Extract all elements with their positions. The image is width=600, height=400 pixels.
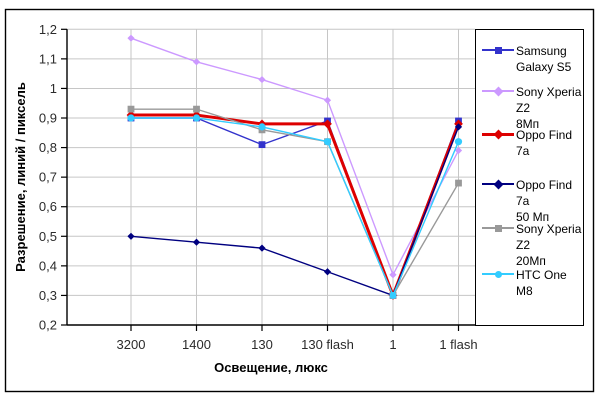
legend-label: Sony Xperia Z2 8Мп: [516, 85, 582, 131]
y-tick-label: 0,4: [39, 258, 57, 273]
data-point-htc-one-m8: [192, 114, 201, 122]
legend-item-sony-xperia-z2-20: Sony Xperia Z2 20Мп: [481, 220, 583, 269]
x-tick-label: 1400: [182, 337, 211, 352]
data-point-samsung-galaxy-s5: [258, 141, 266, 149]
legend-line-sample: [481, 220, 516, 236]
x-tick-label: 1: [389, 337, 396, 352]
series-line-oppo-find-7a-50: [130, 126, 460, 297]
data-point-htc-one-m8: [389, 291, 397, 300]
data-point-oppo-find-7a-50: [454, 123, 463, 131]
series-line-sony-xperia-z2-8: [130, 37, 460, 276]
legend-marker-circle-icon: [495, 271, 502, 278]
data-point-oppo-find-7a-50: [258, 244, 266, 252]
series-lines: [126, 34, 463, 300]
data-point-sony-xperia-z2-20: [193, 105, 200, 113]
data-point-sony-xperia-z2-8: [192, 58, 201, 66]
legend-item-oppo-find-7a: Oppo Find 7a: [481, 126, 583, 159]
data-point-htc-one-m8: [323, 138, 332, 146]
legend-item-sony-xperia-z2-8: Sony Xperia Z2 8Мп: [481, 83, 583, 132]
legend-marker-diamond-icon: [493, 86, 504, 97]
data-point-sony-xperia-z2-8: [258, 75, 266, 84]
y-tick-label: 0,9: [39, 111, 57, 126]
legend-item-samsung-galaxy-s5: Samsung Galaxy S5: [481, 42, 571, 75]
legend-line-sample: [481, 176, 516, 192]
data-point-oppo-find-7a-50: [127, 232, 135, 240]
legend-label: Oppo Find 7a 50 Мп: [516, 178, 573, 224]
y-tick-label: 1,1: [39, 51, 57, 66]
x-tick-label: 130 flash: [301, 337, 354, 352]
y-tick-label: 1: [50, 81, 57, 96]
y-tick-label: 0,2: [39, 318, 57, 333]
y-tick-label: 0,6: [39, 199, 57, 214]
x-tick-label: 130: [251, 337, 273, 352]
data-point-sony-xperia-z2-8: [127, 34, 135, 42]
axes: 0,2 0,3 0,4 0,5 0,6 0,7 0,8 0,9 1 1,1 1,2 3200 1400 1…: [39, 22, 478, 352]
data-point-oppo-find-7a-50: [323, 268, 332, 276]
legend-label: HTC One M8: [516, 268, 567, 298]
data-point-sony-xperia-z2-8: [454, 146, 463, 155]
x-tick-label: 1 flash: [439, 337, 477, 352]
data-point-sony-xperia-z2-20: [127, 105, 135, 113]
y-tick-label: 0,8: [39, 140, 57, 155]
y-tick-label: 0,3: [39, 288, 57, 303]
x-tick-label: 3200: [117, 337, 146, 352]
data-point-oppo-find-7a-50: [192, 238, 201, 246]
x-axis-title: Освещение, люкс: [214, 360, 328, 375]
data-point-sony-xperia-z2-8: [323, 96, 332, 104]
legend-label: Oppo Find 7a: [516, 128, 573, 158]
legend-line-sample: [481, 83, 516, 99]
legend-marker-diamond-icon: [493, 179, 504, 190]
legend-marker-square-icon: [495, 47, 502, 54]
series-line-htc-one-m8: [131, 117, 460, 297]
data-point-htc-one-m8: [258, 123, 266, 131]
legend-line-sample: [481, 126, 516, 142]
gridlines: [67, 28, 475, 325]
y-tick-label: 1,2: [39, 22, 57, 37]
y-axis-title: Разрешение, линий / пиксель: [13, 82, 28, 272]
legend-line-sample: [481, 266, 516, 282]
data-point-sony-xperia-z2-8: [389, 271, 397, 279]
legend: Samsung Galaxy S5 Sony Xperia Z2 8Мп Oppo …: [475, 29, 584, 326]
outer-border: [4, 8, 595, 393]
data-point-sony-xperia-z2-20: [455, 179, 462, 187]
legend-item-htc-one-m8: HTC One M8: [481, 266, 583, 299]
legend-label: Sony Xperia Z2 20Мп: [516, 222, 582, 268]
legend-marker-diamond-icon: [493, 129, 504, 140]
chart-border: [4, 8, 595, 393]
series-line-sony-xperia-z2-20: [131, 108, 460, 297]
legend-line-sample: [481, 42, 516, 58]
y-tick-label: 0,5: [39, 229, 57, 244]
y-tick-label: 0,7: [39, 170, 57, 185]
data-point-htc-one-m8: [454, 138, 463, 146]
legend-marker-square-icon: [495, 225, 502, 232]
legend-label: Samsung Galaxy S5: [516, 44, 572, 74]
data-point-oppo-find-7a: [323, 119, 332, 129]
legend-item-oppo-find-7a-50: Oppo Find 7a 50 Мп: [481, 176, 583, 225]
data-point-htc-one-m8: [127, 114, 135, 122]
